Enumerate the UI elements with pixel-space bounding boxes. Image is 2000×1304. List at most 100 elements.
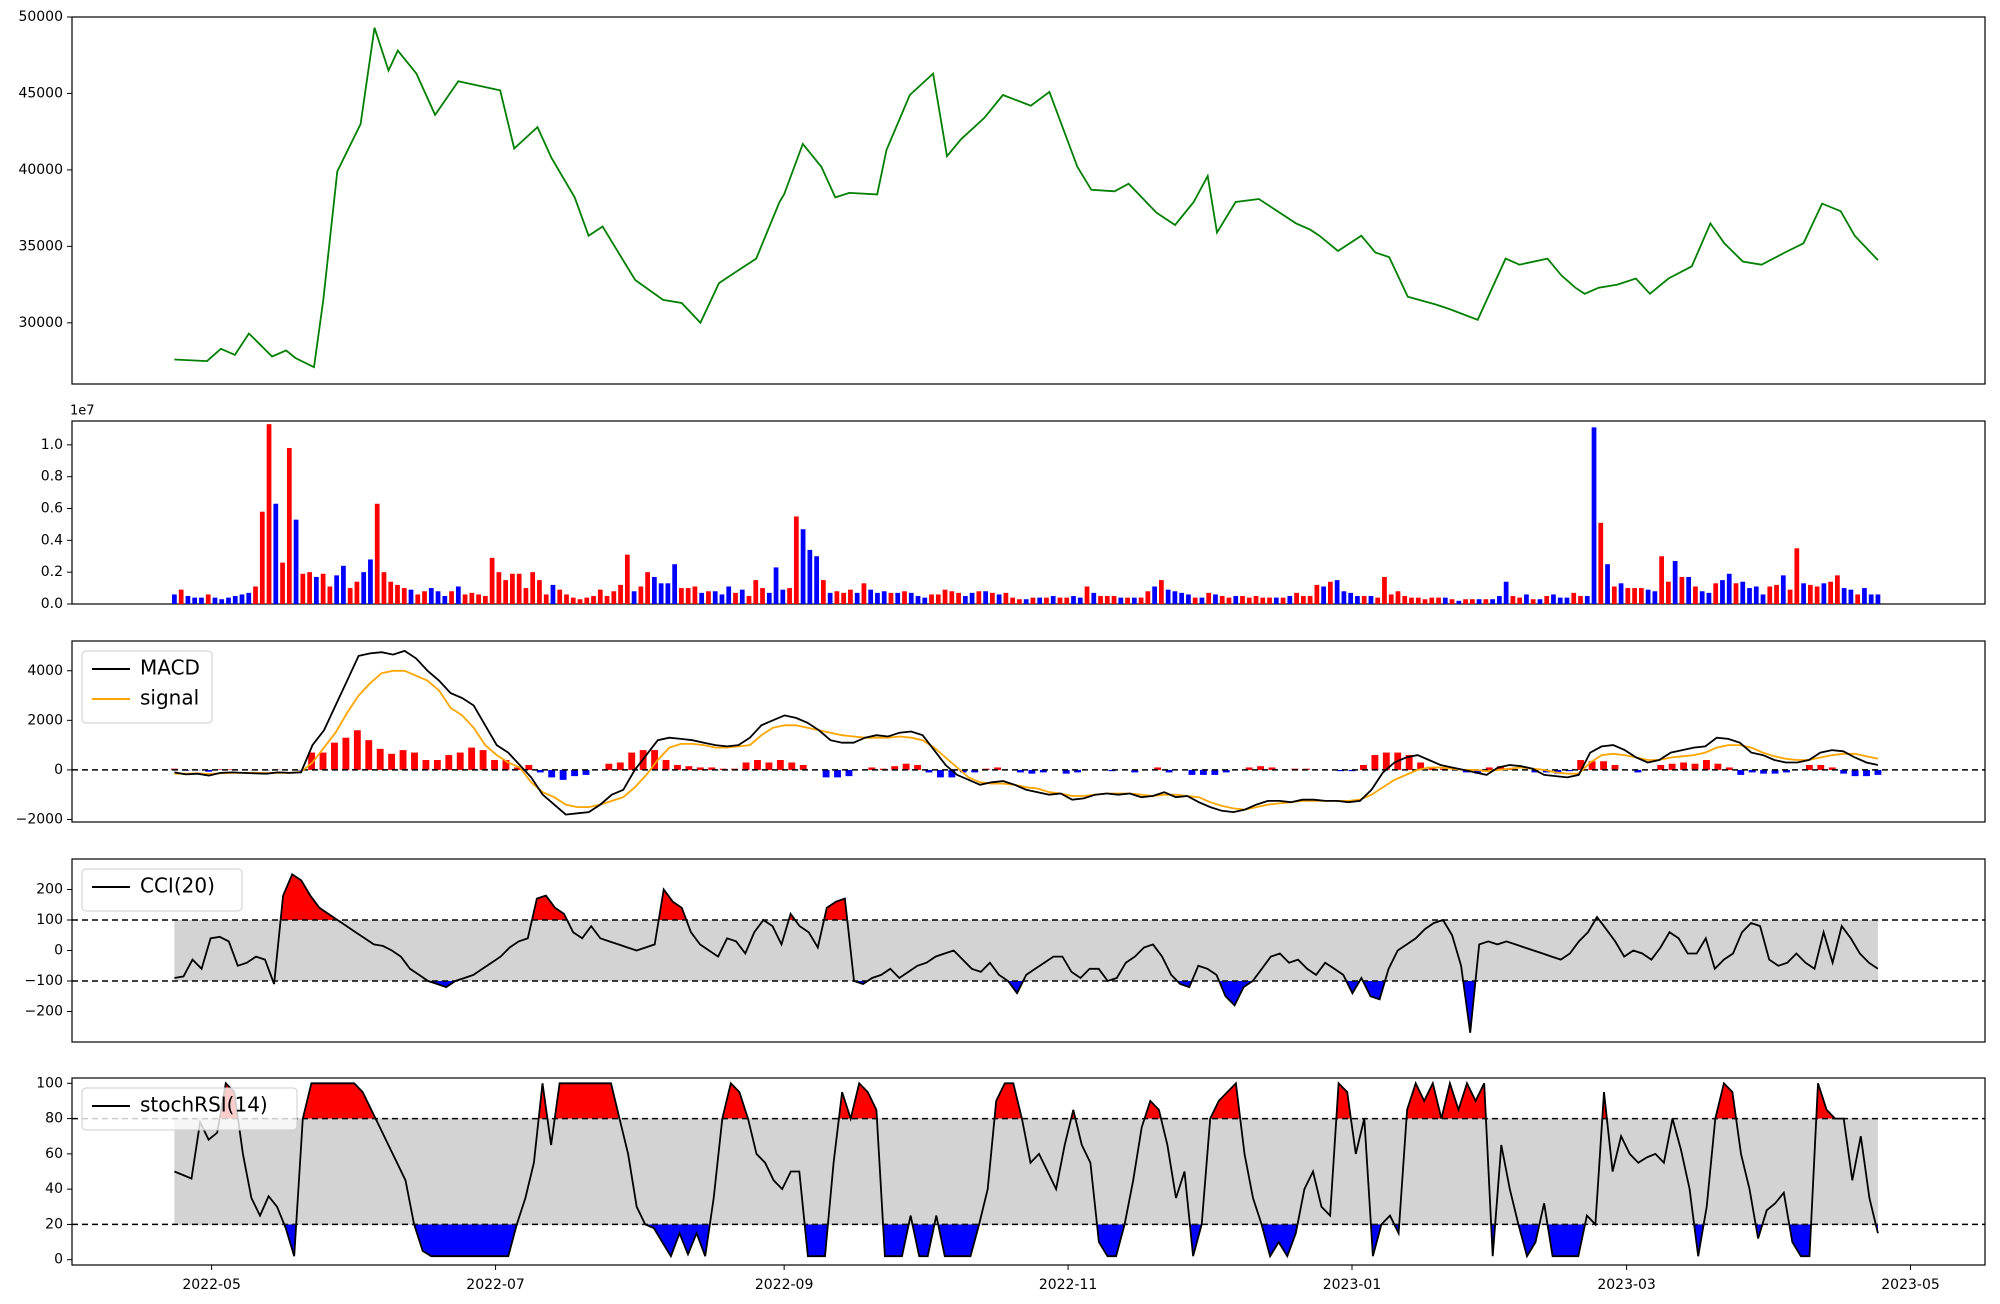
volume-bar bbox=[591, 596, 596, 604]
volume-bar bbox=[1734, 583, 1739, 604]
volume-bar bbox=[1355, 596, 1360, 604]
volume-bar bbox=[368, 559, 373, 604]
macd-histogram-bar bbox=[903, 764, 910, 770]
volume-bar bbox=[1017, 599, 1022, 604]
volume-bar bbox=[213, 598, 218, 604]
volume-bar bbox=[875, 593, 880, 604]
y-tick-label: 100 bbox=[36, 1075, 63, 1091]
volume-bar bbox=[1720, 580, 1725, 604]
volume-bar bbox=[1409, 598, 1414, 604]
volume-bar bbox=[976, 591, 981, 604]
volume-bar bbox=[1429, 598, 1434, 604]
volume-bar bbox=[355, 582, 360, 604]
volume-bar bbox=[240, 594, 245, 604]
volume-bar bbox=[1794, 548, 1799, 604]
volume-bar bbox=[280, 563, 285, 604]
y-tick-label: 0 bbox=[54, 1252, 63, 1268]
macd-histogram-bar bbox=[331, 743, 338, 770]
volume-bar bbox=[686, 588, 691, 604]
volume-bar bbox=[1740, 582, 1745, 604]
volume-bar bbox=[679, 588, 684, 604]
legend: stochRSI(14) bbox=[82, 1088, 297, 1130]
volume-bar bbox=[1112, 596, 1117, 604]
y-tick-label: 0.2 bbox=[41, 564, 63, 580]
volume-bar bbox=[503, 580, 508, 604]
volume-bar bbox=[1470, 599, 1475, 604]
volume-bar bbox=[1801, 583, 1806, 604]
volume-bar bbox=[1497, 596, 1502, 604]
volume-bar bbox=[1761, 594, 1766, 604]
volume-bar bbox=[726, 586, 731, 604]
volume-bar bbox=[1585, 596, 1590, 604]
volume-bar bbox=[1876, 594, 1881, 604]
y-tick-label: 20 bbox=[45, 1216, 63, 1232]
volume-bar bbox=[882, 591, 887, 604]
y-tick-label: 80 bbox=[45, 1111, 63, 1127]
macd-histogram-bar bbox=[1371, 755, 1378, 770]
volume-bar bbox=[895, 593, 900, 604]
volume-bar bbox=[632, 591, 637, 604]
macd-histogram-bar bbox=[628, 753, 635, 770]
volume-bar bbox=[1490, 599, 1495, 604]
volume-bar bbox=[246, 593, 251, 604]
volume-bar bbox=[1274, 598, 1279, 604]
macd-histogram-bar bbox=[788, 762, 795, 769]
y-tick-label: 0 bbox=[54, 943, 63, 959]
volume-bar bbox=[1477, 599, 1482, 604]
volume-bar bbox=[1314, 585, 1319, 604]
volume-bar bbox=[733, 593, 738, 604]
volume-bar bbox=[598, 590, 603, 604]
volume-bar bbox=[1396, 591, 1401, 604]
volume-bar bbox=[1450, 599, 1455, 604]
volume-bar bbox=[855, 593, 860, 604]
macd-histogram-bar bbox=[320, 753, 327, 770]
y-tick-label: −200 bbox=[25, 1004, 63, 1020]
volume-bar bbox=[219, 599, 224, 604]
volume-bar bbox=[828, 593, 833, 604]
price-line bbox=[174, 28, 1878, 368]
macd-histogram-bar bbox=[834, 770, 841, 777]
volume-bar bbox=[1808, 585, 1813, 604]
volume-bar bbox=[1666, 582, 1671, 604]
volume-bar bbox=[1091, 593, 1096, 604]
volume-bar bbox=[1240, 596, 1245, 604]
volume-bar bbox=[1524, 594, 1529, 604]
y-tick-label: 0.6 bbox=[41, 501, 63, 517]
volume-bar bbox=[848, 590, 853, 604]
volume-bar bbox=[1416, 598, 1421, 604]
y-tick-label: 2000 bbox=[27, 712, 63, 728]
volume-bar bbox=[1598, 523, 1603, 604]
stochrsi-band bbox=[174, 1119, 1878, 1225]
volume-bar bbox=[1504, 582, 1509, 604]
volume-bar bbox=[1571, 593, 1576, 604]
volume-bar bbox=[645, 572, 650, 604]
volume-bar bbox=[497, 572, 502, 604]
volume-bar bbox=[348, 588, 353, 604]
volume-bar bbox=[1247, 598, 1252, 604]
volume-bar bbox=[273, 504, 278, 604]
macd-histogram-bar bbox=[1680, 762, 1687, 769]
volume-bar bbox=[753, 580, 758, 604]
macd-histogram-bar bbox=[846, 770, 853, 776]
volume-bar bbox=[463, 594, 468, 604]
volume-bar bbox=[1281, 598, 1286, 604]
volume-bar bbox=[1788, 590, 1793, 604]
macd-histogram-bar bbox=[743, 762, 750, 769]
x-tick-label: 2022-09 bbox=[755, 1277, 814, 1293]
volume-axes bbox=[72, 421, 1985, 604]
x-tick-label: 2022-05 bbox=[182, 1277, 241, 1293]
volume-bar bbox=[1639, 588, 1644, 604]
volume-bar bbox=[517, 574, 522, 604]
volume-bar bbox=[1078, 598, 1083, 604]
volume-bar bbox=[1767, 586, 1772, 604]
volume-bar bbox=[1132, 598, 1137, 604]
volume-bar bbox=[605, 596, 610, 604]
volume-bar bbox=[510, 574, 515, 604]
y-tick-label: 50000 bbox=[18, 9, 63, 25]
y-tick-label: 1.0 bbox=[41, 437, 63, 453]
volume-bar bbox=[395, 585, 400, 604]
volume-bar bbox=[267, 424, 272, 604]
volume-bar bbox=[469, 593, 474, 604]
volume-bar bbox=[1085, 586, 1090, 604]
macd-histogram-bar bbox=[571, 770, 578, 776]
